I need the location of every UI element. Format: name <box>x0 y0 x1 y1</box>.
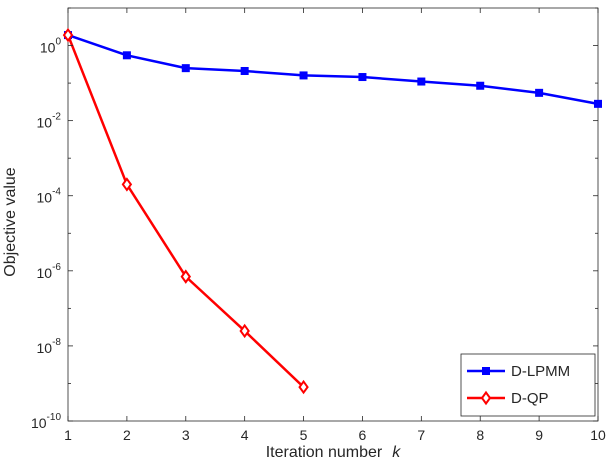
y-tick-label: 10-8 <box>37 337 62 356</box>
x-tick-label: 2 <box>123 427 131 443</box>
x-tick-label: 4 <box>241 427 249 443</box>
legend-label: D-LPMM <box>511 363 570 380</box>
legend-label: D-QP <box>511 390 549 407</box>
data-point-d-lpmm <box>417 77 426 86</box>
legend-marker-d-qp <box>480 390 492 406</box>
data-point-d-lpmm <box>594 99 602 108</box>
y-tick-label: 10-4 <box>37 187 62 206</box>
data-point-d-lpmm <box>181 64 190 73</box>
x-tick-label: 9 <box>535 427 543 443</box>
data-point-d-lpmm <box>240 66 249 75</box>
x-tick-label: 3 <box>182 427 190 443</box>
data-point-d-lpmm <box>299 71 308 80</box>
x-tick-label: 7 <box>417 427 425 443</box>
data-point-d-qp <box>239 323 250 339</box>
y-tick-label: 10-2 <box>37 112 62 131</box>
legend-marker-d-lpmm <box>482 367 490 375</box>
legend: D-LPMM D-QP <box>460 353 596 417</box>
data-point-d-lpmm <box>476 81 485 90</box>
data-layer <box>62 27 602 395</box>
legend-box <box>460 353 596 417</box>
data-point-d-qp <box>298 379 309 395</box>
data-point-d-qp <box>62 27 74 43</box>
data-point-d-lpmm <box>122 51 131 60</box>
data-point-d-lpmm <box>535 88 544 97</box>
x-tick-label: 10 <box>590 427 606 443</box>
data-point-d-qp <box>180 269 192 284</box>
y-axis-title: Objective value <box>2 167 19 276</box>
x-tick-label: 5 <box>300 427 308 443</box>
x-tick-label: 8 <box>476 427 484 443</box>
y-tick-label: 10-10 <box>31 412 61 431</box>
x-tick-label: 6 <box>359 427 367 443</box>
x-axis-title: Iteration number k <box>266 444 402 461</box>
x-tick-label: 1 <box>64 427 72 443</box>
tick-layer: 1 2 3 4 5 6 7 8 9 10 100 10-2 10-4 10-6 10-8 10-10 <box>31 7 606 443</box>
y-tick-label: 100 <box>40 37 62 56</box>
data-point-d-qp <box>121 177 133 192</box>
y-tick-label: 10-6 <box>37 262 62 281</box>
series-line-d-lpmm <box>67 33 599 106</box>
data-point-d-lpmm <box>358 73 367 82</box>
